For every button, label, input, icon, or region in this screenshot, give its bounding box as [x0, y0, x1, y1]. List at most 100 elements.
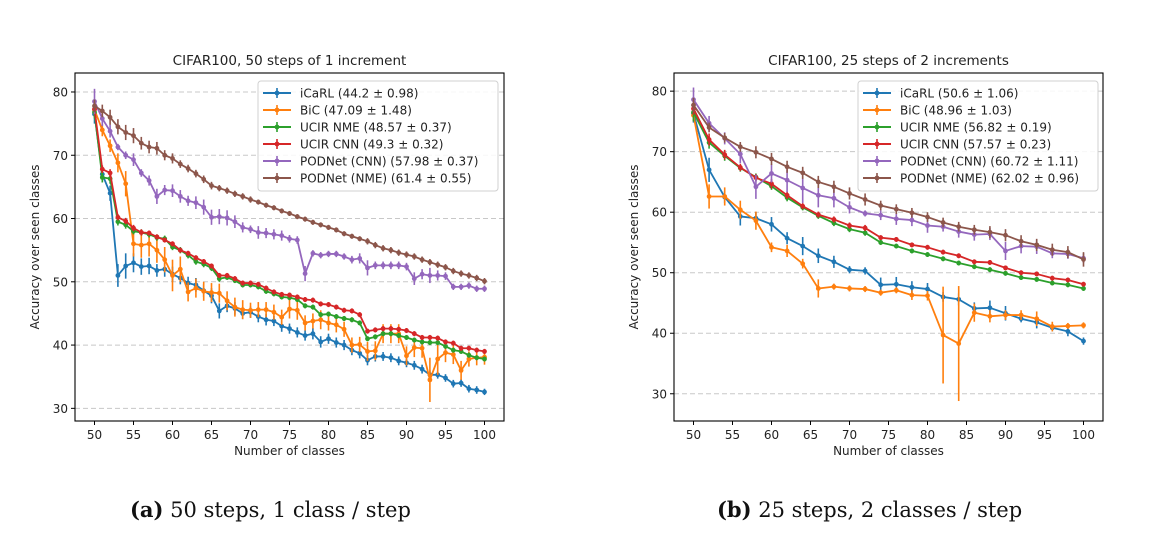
data-point: [138, 242, 144, 248]
legend-marker: [274, 124, 280, 130]
data-point: [138, 140, 144, 146]
data-point: [815, 212, 821, 218]
data-point: [372, 334, 378, 340]
data-point: [357, 255, 363, 261]
data-point: [474, 355, 480, 361]
data-point: [396, 262, 402, 268]
data-point: [107, 128, 113, 134]
legend-label: UCIR CNN (49.3 ± 0.32): [300, 137, 443, 151]
data-point: [722, 135, 728, 141]
data-point: [458, 284, 464, 290]
data-point: [388, 331, 394, 337]
data-point: [427, 335, 433, 340]
legend-item: PODNet (NME) (62.02 ± 0.96): [863, 171, 1079, 185]
data-point: [255, 307, 261, 313]
data-point: [318, 317, 324, 323]
data-point: [427, 377, 433, 383]
legend-item: BiC (48.96 ± 1.03): [863, 103, 1012, 117]
data-point: [255, 199, 261, 205]
data-point: [435, 335, 441, 341]
data-point: [737, 151, 743, 157]
data-point: [131, 241, 136, 247]
data-point: [847, 226, 852, 232]
data-point: [956, 224, 962, 230]
data-point: [940, 249, 946, 255]
data-point: [419, 339, 425, 345]
data-point: [177, 193, 183, 199]
data-point: [396, 250, 402, 256]
y-tick-label: 30: [53, 402, 68, 416]
data-point: [209, 263, 214, 269]
data-point: [224, 215, 230, 221]
data-point: [784, 248, 790, 254]
data-point: [411, 337, 417, 343]
legend-marker: [274, 175, 280, 181]
data-point: [372, 348, 378, 354]
data-point: [123, 152, 129, 158]
data-point: [209, 183, 214, 189]
data-point: [909, 248, 915, 254]
data-point: [216, 308, 222, 314]
data-point: [341, 231, 347, 237]
chart-title: CIFAR100, 25 steps of 2 increments: [768, 53, 1009, 69]
data-point: [940, 220, 946, 225]
data-point: [862, 225, 868, 231]
data-point: [107, 143, 113, 149]
data-point: [909, 284, 915, 290]
x-tick-label: 80: [920, 428, 935, 442]
data-point: [240, 280, 246, 286]
data-point: [248, 197, 253, 202]
data-point: [170, 273, 175, 278]
x-tick-label: 65: [204, 428, 219, 442]
data-point: [862, 197, 868, 202]
data-point: [419, 345, 425, 351]
data-point: [388, 262, 394, 268]
data-point: [287, 306, 292, 312]
data-point: [482, 286, 487, 292]
data-point: [831, 284, 837, 290]
legend-item: UCIR NME (48.57 ± 0.37): [263, 120, 452, 134]
legend-label: iCaRL (50.6 ± 1.06): [900, 86, 1018, 100]
data-point: [123, 130, 129, 135]
data-point: [1003, 248, 1008, 254]
data-point: [466, 283, 472, 288]
data-point: [310, 331, 316, 337]
series-line: [692, 99, 1084, 260]
data-point: [209, 214, 214, 220]
data-point: [466, 356, 472, 362]
data-point: [162, 237, 168, 243]
legend-marker: [274, 107, 280, 113]
data-point: [1065, 329, 1071, 334]
data-point: [99, 166, 105, 172]
data-point: [443, 264, 448, 270]
data-point: [326, 224, 331, 230]
data-point: [831, 184, 837, 190]
data-point: [131, 225, 136, 231]
x-tick-label: 95: [1037, 428, 1052, 442]
data-point: [310, 318, 316, 324]
data-point: [240, 224, 246, 230]
data-point: [396, 333, 402, 338]
y-tick-label: 80: [652, 85, 667, 99]
data-point: [302, 216, 308, 222]
data-point: [893, 216, 899, 222]
data-point: [458, 345, 464, 351]
data-point: [466, 345, 472, 351]
data-point: [201, 288, 207, 294]
x-tick-label: 85: [959, 428, 974, 442]
data-point: [784, 177, 790, 183]
data-point: [987, 229, 993, 235]
data-point: [737, 207, 743, 213]
y-tick-label: 40: [652, 327, 667, 341]
data-point: [878, 203, 884, 208]
data-point: [706, 167, 712, 173]
data-point: [209, 290, 214, 295]
data-point: [435, 262, 441, 268]
data-point: [971, 264, 977, 270]
data-point: [146, 230, 152, 236]
data-point: [310, 297, 316, 303]
data-point: [131, 133, 136, 139]
legend-item: iCaRL (44.2 ± 0.98): [263, 86, 418, 100]
data-point: [318, 339, 324, 345]
data-point: [310, 250, 316, 256]
